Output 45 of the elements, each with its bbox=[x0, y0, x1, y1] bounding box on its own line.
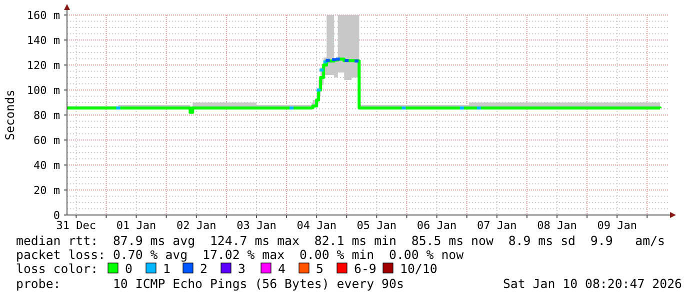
text: median rtt: 87.9 ms avg 124.7 ms max 82.1 ms min 85.5 ms now 8.9 ms sd 9.9 am/s bbox=[16, 233, 666, 248]
point bbox=[116, 106, 120, 110]
x-tick-label: 09 Jan bbox=[597, 219, 637, 232]
y-tick-label: 140 m bbox=[26, 34, 60, 47]
legend-label: 0 bbox=[125, 261, 132, 276]
y-tick-label: 0 bbox=[53, 208, 60, 222]
y-tick-label: 20 m bbox=[34, 184, 60, 197]
y-tick-label: 160 m bbox=[26, 8, 60, 22]
point bbox=[326, 58, 330, 62]
legend-label: 6-9 bbox=[354, 261, 376, 276]
point bbox=[460, 106, 464, 110]
y-tick-label: 80 m bbox=[34, 108, 60, 122]
legend-title: loss color: bbox=[16, 261, 98, 276]
x-tick-label: 06 Jan bbox=[416, 219, 457, 232]
legend-label: 4 bbox=[278, 261, 286, 276]
text: packet loss: 0.70 % avg 17.02 % max 0.00 % min 0.00 % now bbox=[16, 247, 464, 262]
x-tick-label: 04 Jan bbox=[296, 219, 336, 232]
y-tick-label: 120 m bbox=[26, 58, 60, 72]
point bbox=[336, 58, 340, 61]
y-tick-label: 100 m bbox=[26, 84, 60, 97]
legend-label: 1 bbox=[163, 261, 170, 276]
point bbox=[354, 60, 359, 62]
x-tick-label: 07 Jan bbox=[477, 219, 517, 232]
y-axis-title: Seconds bbox=[3, 90, 17, 140]
point bbox=[290, 106, 294, 110]
x-tick-label: 01 Jan bbox=[116, 219, 156, 232]
point bbox=[344, 59, 349, 62]
x-tick-label: 02 Jan bbox=[176, 219, 216, 232]
x-tick-label: 08 Jan bbox=[537, 219, 577, 232]
x-tick-label: 31 Dec bbox=[56, 219, 96, 232]
y-tick-label: 40 m bbox=[34, 158, 60, 172]
point bbox=[320, 68, 324, 72]
point bbox=[402, 106, 406, 110]
point bbox=[332, 58, 336, 62]
x-tick-label: 03 Jan bbox=[236, 219, 276, 232]
legend-label: 3 bbox=[238, 261, 246, 276]
legend-label: 2 bbox=[200, 261, 208, 276]
text: probe: 10 ICMP Echo Pings (56 Bytes) every 90s bbox=[16, 276, 404, 291]
point bbox=[316, 88, 321, 92]
text: Sat Jan 10 08:20:47 2026 bbox=[502, 276, 682, 291]
y-tick-label: 60 m bbox=[34, 134, 60, 147]
legend-label: 10/10 bbox=[400, 261, 438, 276]
point bbox=[476, 106, 481, 110]
x-tick-label: 05 Jan bbox=[356, 219, 397, 232]
legend-label: 5 bbox=[316, 261, 324, 276]
